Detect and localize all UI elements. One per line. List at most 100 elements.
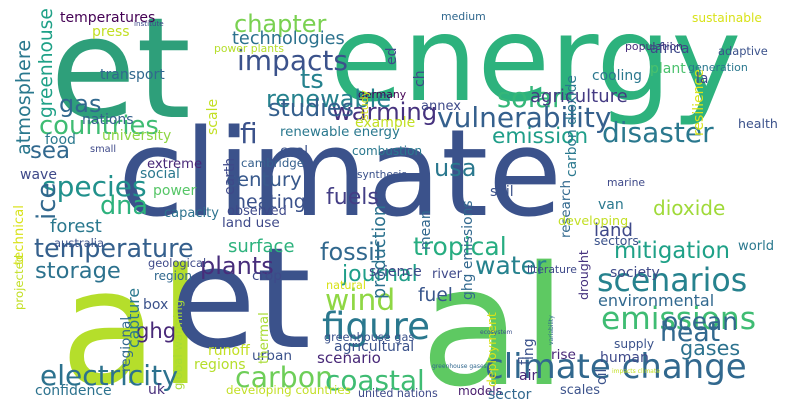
word-cloud-word: developing countries xyxy=(226,383,351,397)
word-cloud-word: production xyxy=(370,205,390,299)
word-cloud-word: warming xyxy=(332,98,438,126)
word-cloud-word: oil xyxy=(594,368,610,385)
word-cloud-word: forest xyxy=(50,216,102,237)
word-cloud-word: scenario xyxy=(317,349,381,367)
word-cloud-word: fossil xyxy=(320,238,382,266)
word-cloud-word: land xyxy=(594,220,633,241)
word-cloud-word: box xyxy=(143,297,169,313)
word-cloud-word: runoff xyxy=(208,343,250,359)
word-cloud-word: heating xyxy=(234,191,306,213)
word-cloud-word: air xyxy=(519,368,538,384)
word-cloud-word: carbon xyxy=(235,361,334,394)
word-cloud-word: dioxide xyxy=(653,196,726,220)
word-cloud-word: water xyxy=(475,251,547,280)
word-cloud-word: agriculture xyxy=(530,86,628,107)
word-cloud-word: models xyxy=(458,384,502,398)
word-cloud-word: temperatures xyxy=(60,10,156,26)
word-cloud-word: environmental xyxy=(598,291,715,310)
word-cloud-word: coal xyxy=(280,143,309,159)
word-cloud-word: dna xyxy=(100,191,148,221)
word-cloud-word: drought xyxy=(576,250,591,300)
word-cloud-word: climate xyxy=(118,105,562,244)
word-cloud-word: gases xyxy=(680,336,741,360)
word-cloud-word: extreme xyxy=(147,157,203,172)
word-cloud-word: cooling xyxy=(592,68,642,84)
word-cloud-word: emissions xyxy=(601,301,757,337)
word-cloud-word: adaptive xyxy=(718,44,768,58)
word-cloud-word: transport xyxy=(100,67,165,83)
word-cloud-word: scales xyxy=(560,383,600,398)
word-cloud-word: synthesis xyxy=(357,169,407,181)
word-cloud-word: et xyxy=(170,218,312,381)
word-cloud-word: sea xyxy=(30,138,71,164)
word-cloud-word: countries xyxy=(39,111,159,141)
word-cloud-word: species xyxy=(42,170,147,203)
word-cloud-word: deployment xyxy=(484,312,499,387)
word-cloud-word: sectors xyxy=(594,233,639,248)
word-cloud-word: developing xyxy=(558,213,629,228)
word-cloud-word: heat xyxy=(660,317,721,348)
word-cloud-word: australia xyxy=(54,236,105,250)
word-cloud-word: global warming xyxy=(171,299,185,390)
word-cloud-word: wave xyxy=(20,167,57,183)
word-cloud-word: greenhouse gas xyxy=(324,331,415,344)
word-cloud-word: society xyxy=(610,265,660,281)
word-cloud-word: press xyxy=(92,24,130,40)
word-cloud-word: fuel xyxy=(418,285,453,306)
word-cloud-word: thermal xyxy=(257,312,272,364)
word-cloud-word: sector xyxy=(488,387,532,403)
word-cloud-word: fl xyxy=(517,356,533,365)
word-cloud-word: ecosystem xyxy=(480,329,513,336)
word-cloud-word: atmosphere xyxy=(12,39,35,155)
word-cloud-word: urban xyxy=(252,348,293,364)
word-cloud-word: solar xyxy=(497,83,564,114)
word-cloud-word: human xyxy=(600,350,649,366)
word-cloud-word: disaster xyxy=(602,116,714,149)
word-cloud-word: nations xyxy=(82,112,134,128)
word-cloud-word: soil xyxy=(490,184,514,200)
word-cloud-word: social xyxy=(140,166,180,182)
word-cloud-word: study xyxy=(358,90,371,120)
word-cloud-word: crop xyxy=(252,268,282,284)
word-cloud-word: uk xyxy=(148,382,165,398)
word-cloud-word: geological xyxy=(148,256,207,270)
word-cloud-word: tropical xyxy=(413,232,507,261)
word-cloud-word: studies xyxy=(268,94,354,122)
word-cloud-word: medium xyxy=(441,10,486,23)
word-cloud-word: sustainable xyxy=(692,11,762,25)
word-cloud-word: university xyxy=(102,128,172,144)
word-cloud-word: mean xyxy=(418,210,434,250)
word-cloud-word: health xyxy=(738,116,778,131)
word-cloud-word: africa xyxy=(650,41,690,57)
word-cloud-word: earth xyxy=(222,157,238,195)
word-cloud-word: fuels xyxy=(326,185,379,210)
word-cloud-word: renewable xyxy=(266,85,392,113)
word-cloud-word: storage xyxy=(35,258,121,284)
word-cloud-word: ghg emissions xyxy=(460,200,476,300)
word-cloud-word: et xyxy=(50,0,192,151)
word-cloud-word: van xyxy=(598,197,624,213)
word-cloud-word: scale xyxy=(205,98,221,135)
word-cloud-word: figure xyxy=(322,304,430,348)
word-cloud-word: scenarios xyxy=(597,263,748,299)
word-cloud-word: rise xyxy=(551,347,576,363)
word-cloud-word: power plants xyxy=(214,42,284,55)
word-cloud-word: century xyxy=(226,168,302,191)
word-cloud-word: fi xyxy=(240,117,258,150)
word-cloud-word: la xyxy=(696,71,709,87)
word-cloud-word: carbon dioxide xyxy=(564,75,580,177)
word-cloud-word: plant xyxy=(650,61,686,77)
word-cloud-word: power xyxy=(153,183,197,199)
word-cloud-word: population xyxy=(625,40,683,53)
word-cloud-word: chapter xyxy=(234,10,327,38)
word-cloud-word: coastal xyxy=(325,364,425,397)
word-cloud-word: impacts xyxy=(237,44,348,77)
word-cloud-word: cambridge xyxy=(241,156,305,170)
word-cloud-word: climate change xyxy=(485,347,747,387)
word-cloud-word: regions xyxy=(194,357,246,373)
word-cloud-word: germany xyxy=(358,88,407,101)
word-cloud-word: annex xyxy=(421,99,461,114)
word-cloud-word: impacts climate xyxy=(612,368,660,375)
word-cloud-word: projected xyxy=(12,254,26,310)
word-cloud-word: ocean xyxy=(663,307,738,336)
